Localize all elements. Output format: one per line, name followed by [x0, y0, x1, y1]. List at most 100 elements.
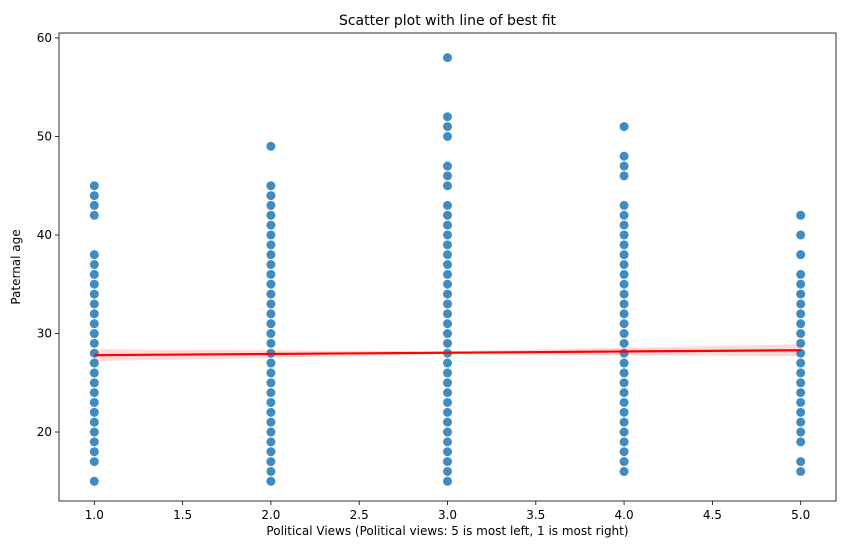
scatter-point [796, 299, 806, 309]
x-tick-label: 1.0 [85, 508, 104, 522]
scatter-point [89, 191, 99, 201]
scatter-point [619, 250, 629, 260]
scatter-point [266, 230, 276, 240]
scatter-point [796, 269, 806, 279]
scatter-point [619, 368, 629, 378]
scatter-point [89, 358, 99, 368]
scatter-point [266, 279, 276, 289]
scatter-point [266, 220, 276, 230]
x-axis-label: Political Views (Political views: 5 is m… [266, 524, 628, 538]
scatter-point [89, 210, 99, 220]
scatter-point [619, 358, 629, 368]
scatter-point [619, 378, 629, 388]
scatter-point [266, 269, 276, 279]
scatter-point [443, 171, 452, 181]
scatter-point [443, 447, 452, 457]
scatter-point [796, 210, 806, 220]
scatter-point [266, 338, 276, 348]
scatter-point [796, 329, 806, 339]
scatter-point [619, 388, 629, 398]
scatter-point [796, 309, 806, 319]
scatter-point [443, 210, 452, 220]
scatter-point [89, 289, 99, 299]
scatter-point [796, 407, 806, 417]
y-tick-label: 30 [37, 327, 52, 341]
fit-line [94, 349, 801, 357]
scatter-point [619, 329, 629, 339]
scatter-point [443, 122, 452, 132]
scatter-points-layer [89, 53, 806, 486]
scatter-point [619, 210, 629, 220]
scatter-point [443, 299, 452, 309]
y-tick-label: 40 [37, 228, 52, 242]
scatter-point [443, 240, 452, 250]
scatter-point [266, 260, 276, 270]
scatter-point [89, 457, 99, 467]
scatter-point [619, 279, 629, 289]
scatter-point [619, 407, 629, 417]
scatter-point [443, 53, 452, 63]
scatter-point [443, 338, 452, 348]
scatter-point [443, 309, 452, 319]
scatter-point [619, 299, 629, 309]
scatter-point [619, 417, 629, 427]
scatter-point [443, 466, 452, 476]
scatter-point [796, 250, 806, 260]
scatter-point [796, 457, 806, 467]
scatter-point [619, 269, 629, 279]
scatter-point [266, 240, 276, 250]
scatter-point [619, 427, 629, 437]
scatter-point [89, 378, 99, 388]
scatter-point [266, 407, 276, 417]
scatter-point [796, 427, 806, 437]
scatter-point [443, 279, 452, 289]
y-tick-label: 60 [37, 31, 52, 45]
scatter-point [619, 466, 629, 476]
scatter-point [89, 269, 99, 279]
scatter-point [266, 368, 276, 378]
x-tick-label: 2.0 [261, 508, 280, 522]
scatter-point [443, 407, 452, 417]
scatter-point [89, 260, 99, 270]
scatter-point [443, 397, 452, 407]
scatter-point [89, 368, 99, 378]
scatter-point [443, 112, 452, 122]
scatter-point [443, 260, 452, 270]
scatter-point [89, 407, 99, 417]
scatter-point [266, 210, 276, 220]
scatter-point [619, 151, 629, 161]
scatter-point [266, 437, 276, 447]
scatter-point [266, 457, 276, 467]
scatter-point [443, 230, 452, 240]
scatter-point [266, 447, 276, 457]
scatter-point [89, 417, 99, 427]
scatter-point [89, 447, 99, 457]
scatter-point [89, 319, 99, 329]
x-tick-label: 1.5 [173, 508, 192, 522]
scatter-point [619, 240, 629, 250]
y-axis-label: Paternal age [9, 229, 23, 304]
scatter-point [796, 417, 806, 427]
scatter-point [796, 368, 806, 378]
scatter-point [619, 122, 629, 132]
scatter-point [89, 181, 99, 191]
scatter-point [796, 338, 806, 348]
scatter-point [619, 437, 629, 447]
y-tick-label: 20 [37, 425, 52, 439]
y-axis: 20 30 40 50 60 [37, 31, 59, 439]
scatter-point [619, 338, 629, 348]
scatter-point [443, 388, 452, 398]
scatter-point [266, 299, 276, 309]
x-tick-label: 4.5 [703, 508, 722, 522]
scatter-point [443, 427, 452, 437]
scatter-point [266, 417, 276, 427]
scatter-point [619, 457, 629, 467]
scatter-point [443, 131, 452, 141]
scatter-point [89, 397, 99, 407]
scatter-point [89, 338, 99, 348]
scatter-point [796, 466, 806, 476]
scatter-point [89, 309, 99, 319]
scatter-point [796, 388, 806, 398]
scatter-point [266, 289, 276, 299]
